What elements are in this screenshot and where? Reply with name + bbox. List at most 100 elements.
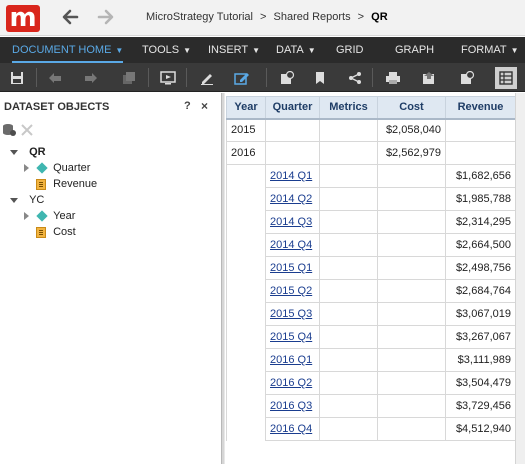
menu-format[interactable]: FORMAT ▼ — [461, 37, 519, 63]
empty-cell — [319, 233, 378, 257]
collapse-arrow-icon[interactable] — [24, 164, 29, 173]
revenue-cell: $1,682,656 — [445, 164, 516, 188]
quarter-link[interactable]: 2016 Q3 — [265, 394, 320, 418]
refresh-data-icon[interactable] — [276, 67, 298, 89]
empty-year-cell — [226, 210, 266, 234]
header-quarter[interactable]: Quarter — [265, 96, 320, 120]
dataset-label: YC — [29, 194, 45, 206]
grid-table: Year Quarter Metrics Cost Revenue 2015 $… — [226, 96, 516, 441]
toolbar-separator — [186, 68, 187, 87]
menu-insert[interactable]: INSERT ▼ — [208, 37, 260, 63]
quarter-link[interactable]: 2015 Q1 — [265, 256, 320, 280]
quarter-link[interactable]: 2016 Q1 — [265, 348, 320, 372]
empty-cell — [319, 187, 378, 211]
quarter-link[interactable]: 2014 Q3 — [265, 210, 320, 234]
empty-cell — [319, 394, 378, 418]
empty-cell — [319, 141, 378, 165]
breadcrumb-item-tutorial[interactable]: MicroStrategy Tutorial — [146, 11, 253, 23]
quarter-link[interactable]: 2014 Q4 — [265, 233, 320, 257]
tree-node-qr[interactable]: QR — [10, 145, 46, 159]
bookmark-icon[interactable] — [309, 67, 331, 89]
quarter-link[interactable]: 2015 Q3 — [265, 302, 320, 326]
tree-node-revenue[interactable]: Revenue — [36, 177, 97, 191]
empty-cell — [319, 118, 378, 142]
design-mode-icon[interactable] — [231, 67, 253, 89]
empty-year-cell — [226, 325, 266, 349]
microstrategy-logo[interactable]: m — [6, 5, 40, 32]
collapse-arrow-icon[interactable] — [24, 212, 29, 221]
revenue-cell: $3,267,067 — [445, 325, 516, 349]
menu-label: GRID — [336, 44, 364, 56]
table-row: 2015 Q2 $2,684,764 — [226, 279, 516, 303]
revenue-cell: $1,985,788 — [445, 187, 516, 211]
tree-node-year[interactable]: Year — [24, 209, 75, 223]
empty-cell — [319, 302, 378, 326]
quarter-link[interactable]: 2016 Q2 — [265, 371, 320, 395]
revenue-cell: $3,111,989 — [445, 348, 516, 372]
close-panel-button[interactable]: × — [201, 99, 209, 113]
export-icon[interactable] — [418, 67, 440, 89]
menu-label: DOCUMENT HOME — [12, 44, 112, 56]
toolbar-separator — [148, 68, 149, 87]
menu-tools[interactable]: TOOLS ▼ — [142, 37, 191, 63]
table-row: 2014 Q2 $1,985,788 — [226, 187, 516, 211]
print-icon[interactable] — [382, 67, 404, 89]
save-icon[interactable] — [6, 67, 28, 89]
grid-view-icon[interactable] — [495, 67, 517, 89]
report-grid: Year Quarter Metrics Cost Revenue 2015 $… — [226, 96, 516, 441]
quarter-link[interactable]: 2016 Q4 — [265, 417, 320, 441]
menu-data[interactable]: DATA ▼ — [276, 37, 316, 63]
table-row: 2016 Q2 $3,504,479 — [226, 371, 516, 395]
share-icon[interactable] — [344, 67, 366, 89]
menu-document-home[interactable]: DOCUMENT HOME ▼ — [12, 37, 124, 63]
header-metrics[interactable]: Metrics — [319, 96, 378, 120]
header-year[interactable]: Year — [226, 96, 266, 120]
toolbar-separator — [266, 68, 267, 87]
empty-cell — [377, 394, 446, 418]
tree-node-quarter[interactable]: Quarter — [24, 161, 90, 175]
breadcrumb-separator: > — [260, 11, 267, 23]
quarter-link[interactable]: 2014 Q2 — [265, 187, 320, 211]
revenue-cell: $2,684,764 — [445, 279, 516, 303]
metric-icon — [36, 178, 46, 190]
empty-year-cell — [226, 233, 266, 257]
help-button[interactable]: ? — [184, 100, 191, 112]
table-row: 2016 Q3 $3,729,456 — [226, 394, 516, 418]
edit-icon[interactable] — [196, 67, 218, 89]
table-row: 2015 $2,058,040 — [226, 118, 516, 142]
table-row: 2014 Q3 $2,314,295 — [226, 210, 516, 234]
breadcrumb-item-shared-reports[interactable]: Shared Reports — [273, 11, 351, 23]
undo-icon[interactable] — [44, 67, 66, 89]
empty-cell — [377, 371, 446, 395]
back-arrow-icon[interactable] — [60, 7, 80, 27]
header-cost[interactable]: Cost — [377, 96, 446, 120]
vertical-scrollbar[interactable] — [515, 93, 525, 464]
empty-cell — [445, 141, 516, 165]
menu-grid[interactable]: GRID — [336, 37, 364, 63]
menu-graph[interactable]: GRAPH — [395, 37, 434, 63]
presentation-mode-icon[interactable] — [157, 67, 179, 89]
header-revenue[interactable]: Revenue — [445, 96, 516, 120]
tree-node-yc[interactable]: YC — [10, 193, 44, 207]
redo-icon[interactable] — [80, 67, 102, 89]
empty-cell — [377, 417, 446, 441]
panel-splitter[interactable] — [221, 93, 225, 464]
export-pdf-icon[interactable] — [456, 67, 478, 89]
quarter-link[interactable]: 2015 Q2 — [265, 279, 320, 303]
menu-bar: DOCUMENT HOME ▼ TOOLS ▼ INSERT ▼ DATA ▼ GRID… — [0, 37, 525, 63]
redo-all-icon[interactable] — [118, 67, 140, 89]
revenue-cell: $2,498,756 — [445, 256, 516, 280]
empty-cell — [377, 210, 446, 234]
delete-dataset-icon[interactable] — [21, 124, 33, 136]
forward-arrow-icon[interactable] — [96, 7, 116, 27]
quarter-link[interactable]: 2014 Q1 — [265, 164, 320, 188]
tree-node-cost[interactable]: Cost — [36, 225, 76, 239]
quarter-link[interactable]: 2015 Q4 — [265, 325, 320, 349]
expand-arrow-icon[interactable] — [10, 197, 18, 203]
menu-label: INSERT — [208, 44, 249, 56]
empty-year-cell — [226, 417, 266, 441]
empty-cell — [377, 302, 446, 326]
add-dataset-icon[interactable] — [3, 124, 16, 136]
table-row: 2016 Q1 $3,111,989 — [226, 348, 516, 372]
expand-arrow-icon[interactable] — [10, 149, 18, 155]
